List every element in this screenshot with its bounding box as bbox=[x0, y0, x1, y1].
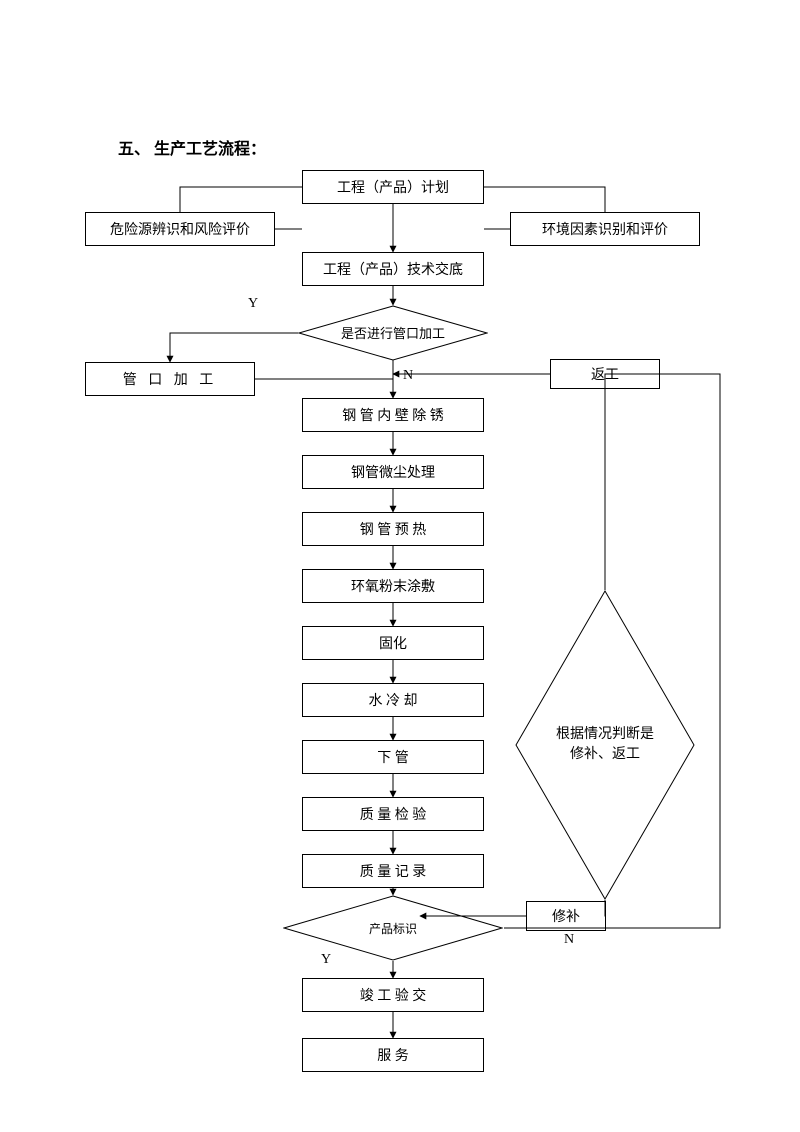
node-label: 修补 bbox=[552, 906, 580, 926]
node-label: 危险源辨识和风险评价 bbox=[110, 219, 250, 239]
node-rework: 返工 bbox=[550, 359, 660, 389]
node-label: 钢 管 预 热 bbox=[360, 519, 427, 539]
node-epoxy: 环氧粉末涂敷 bbox=[302, 569, 484, 603]
node-label: 水 冷 却 bbox=[369, 690, 418, 710]
node-label: 环境因素识别和评价 bbox=[542, 219, 668, 239]
node-label: 工程（产品）计划 bbox=[337, 177, 449, 197]
node-hazard: 危险源辨识和风险评价 bbox=[85, 212, 275, 246]
node-label: 工程（产品）技术交底 bbox=[323, 259, 463, 279]
node-label: 返工 bbox=[591, 364, 619, 384]
node-label: 质 量 记 录 bbox=[360, 861, 427, 881]
node-dust: 钢管微尘处理 bbox=[302, 455, 484, 489]
node-label: 固化 bbox=[379, 633, 407, 653]
branch-label-n2: N bbox=[564, 932, 574, 948]
node-label: 钢管微尘处理 bbox=[351, 462, 435, 482]
decision-label: 是否进行管口加工 bbox=[341, 323, 445, 342]
node-label: 服 务 bbox=[377, 1045, 409, 1065]
node-qc: 质 量 检 验 bbox=[302, 797, 484, 831]
node-label: 钢 管 内 壁 除 锈 bbox=[342, 405, 444, 425]
node-label: 质 量 检 验 bbox=[360, 804, 427, 824]
node-accept: 竣 工 验 交 bbox=[302, 978, 484, 1012]
decision-pipe: 是否进行管口加工 bbox=[298, 305, 488, 360]
node-service: 服 务 bbox=[302, 1038, 484, 1072]
decision-judge: 根据情况判断是修补、返工 bbox=[515, 590, 695, 900]
branch-label-y1: Y bbox=[248, 296, 258, 312]
node-preheat: 钢 管 预 热 bbox=[302, 512, 484, 546]
node-down: 下 管 bbox=[302, 740, 484, 774]
branch-label-n1: N bbox=[403, 368, 413, 384]
node-repair: 修补 bbox=[526, 901, 606, 931]
node-label: 环氧粉末涂敷 bbox=[351, 576, 435, 596]
decision-label: 产品标识 bbox=[369, 920, 417, 937]
node-rust: 钢 管 内 壁 除 锈 bbox=[302, 398, 484, 432]
node-tech: 工程（产品）技术交底 bbox=[302, 252, 484, 286]
node-cure: 固化 bbox=[302, 626, 484, 660]
section-title: 五、 生产工艺流程： bbox=[118, 135, 266, 159]
node-cool: 水 冷 却 bbox=[302, 683, 484, 717]
decision-label: 根据情况判断是修补、返工 bbox=[555, 725, 655, 764]
decision-product-id: 产品标识 bbox=[283, 895, 503, 961]
node-pipe: 管 口 加 工 bbox=[85, 362, 255, 396]
node-qr: 质 量 记 录 bbox=[302, 854, 484, 888]
node-plan: 工程（产品）计划 bbox=[302, 170, 484, 204]
node-label: 下 管 bbox=[377, 747, 409, 767]
node-env: 环境因素识别和评价 bbox=[510, 212, 700, 246]
node-label: 竣 工 验 交 bbox=[360, 985, 427, 1005]
node-label: 管 口 加 工 bbox=[123, 369, 218, 389]
branch-label-y2: Y bbox=[321, 952, 331, 968]
